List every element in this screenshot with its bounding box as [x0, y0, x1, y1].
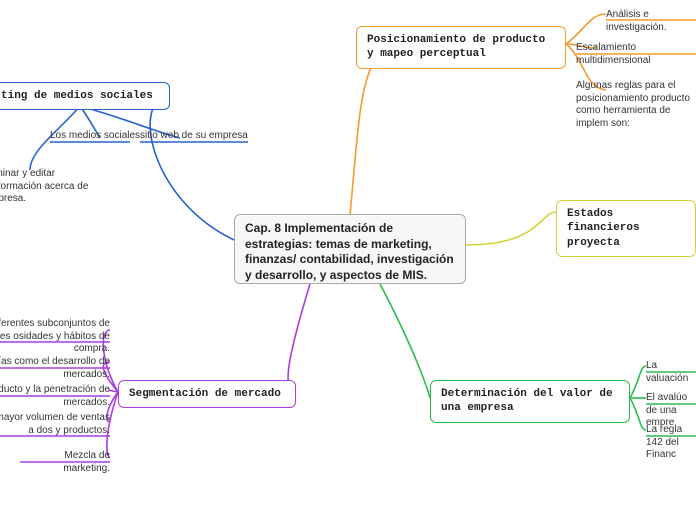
- node-layer: Cap. 8 Implementación de estrategias: te…: [0, 0, 696, 520]
- branch-posicionamiento[interactable]: Posicionamiento de producto y mapeo perc…: [356, 26, 566, 69]
- leaf-medios-2[interactable]: liminar y editar información acerca de m…: [0, 168, 88, 206]
- leaf-valor-0[interactable]: La valuación: [646, 360, 696, 385]
- leaf-medios-0[interactable]: Los medios sociales.: [50, 130, 143, 143]
- leaf-posicionamiento-0[interactable]: Análisis e investigación.: [606, 9, 696, 34]
- leaf-segmentacion-4[interactable]: Mezcla de marketing.: [20, 450, 110, 475]
- branch-medios[interactable]: ting de medios sociales: [0, 82, 170, 110]
- branch-valor[interactable]: Determinación del valor de una empresa: [430, 380, 630, 423]
- leaf-segmentacion-1[interactable]: egías como el desarrollo de mercados.: [0, 356, 110, 381]
- leaf-segmentacion-2[interactable]: roducto y la penetración de mercados.: [0, 384, 110, 409]
- leaf-valor-2[interactable]: La regla 142 del Financ: [646, 424, 696, 462]
- leaf-posicionamiento-2[interactable]: Algunas reglas para el posicionamiento p…: [576, 80, 696, 130]
- branch-segmentacion[interactable]: Segmentación de mercado: [118, 380, 296, 408]
- branch-estados[interactable]: Estados financieros proyecta: [556, 200, 696, 257]
- leaf-medios-1[interactable]: sitio web de su empresa: [140, 130, 248, 143]
- center-node[interactable]: Cap. 8 Implementación de estrategias: te…: [234, 214, 466, 284]
- leaf-segmentacion-0[interactable]: en diferentes subconjuntos de clientes o…: [0, 318, 110, 356]
- leaf-posicionamiento-1[interactable]: Escalamiento multidimensional: [576, 42, 696, 67]
- leaf-segmentacion-3[interactable]: ren un mayor volumen de ventas a dos y p…: [0, 412, 110, 437]
